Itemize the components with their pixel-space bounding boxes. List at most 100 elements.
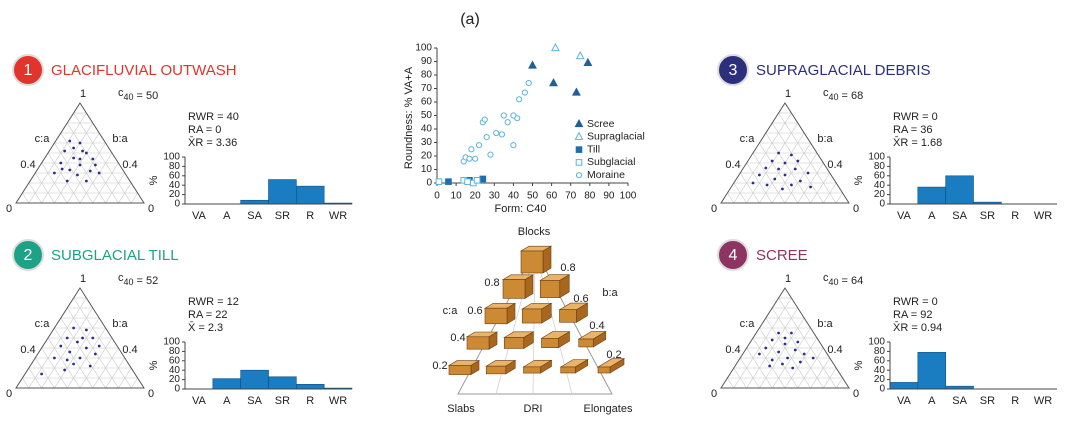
bar xyxy=(918,352,946,389)
stat-line: RWR = 40 xyxy=(188,111,239,123)
ternary-point xyxy=(94,353,97,356)
x-tick-label: R xyxy=(1011,210,1019,222)
diagram-left-axis: c:a xyxy=(443,305,459,317)
ternary-point xyxy=(809,186,812,189)
ternary-point xyxy=(89,365,92,368)
ternary-apex: 1 xyxy=(80,273,86,285)
ternary-point xyxy=(63,369,66,372)
point xyxy=(573,89,580,96)
c40-subscript: 40 xyxy=(829,92,839,102)
y-tick-label: 60 xyxy=(874,355,886,366)
stat-line: X̄ = 2.3 xyxy=(188,321,223,334)
x-tick-label: 40 xyxy=(508,191,520,202)
ternary-left-tick: 0.4 xyxy=(20,344,35,356)
point xyxy=(511,113,516,118)
bar xyxy=(241,370,269,389)
panel-number: 1 xyxy=(24,62,33,79)
stat-line: RA = 0 xyxy=(188,124,221,136)
block-front xyxy=(524,367,541,373)
point xyxy=(552,44,559,51)
ternary-point xyxy=(85,347,88,350)
ternary-apex: 1 xyxy=(785,273,791,285)
panel-title: GLACIFLUVIAL OUTWASH xyxy=(51,62,237,79)
y-axis-label: Roundness: % VA+A xyxy=(403,66,415,169)
ternary-apex: 1 xyxy=(785,88,791,100)
ternary-point xyxy=(781,188,784,191)
ternary-grid xyxy=(48,153,80,203)
ternary-grid xyxy=(22,193,28,203)
ternary-right-tick: 0.4 xyxy=(122,159,137,171)
point xyxy=(474,178,480,184)
ternary-left-label: c:a xyxy=(35,318,51,330)
bar xyxy=(269,377,297,389)
c40-subscript: 40 xyxy=(124,92,134,102)
x-tick-label: WR xyxy=(1034,210,1052,222)
x-tick-label: VA xyxy=(192,395,207,407)
stat-line: RWR = 12 xyxy=(188,296,239,308)
ternary-point xyxy=(794,349,797,352)
ternary-left-zero: 0 xyxy=(6,388,12,400)
panel-title: SUPRAGLACIAL DEBRIS xyxy=(756,62,931,79)
block-front xyxy=(561,367,576,373)
block-front xyxy=(521,251,543,273)
ternary-left-label: c:a xyxy=(35,133,51,145)
ternary-left-label: c:a xyxy=(740,133,756,145)
point xyxy=(529,62,536,69)
y-tick-label: 40 xyxy=(874,365,886,376)
point xyxy=(446,179,452,185)
ternary-point xyxy=(771,339,774,342)
point xyxy=(473,156,478,161)
y-tick-label: 80 xyxy=(421,70,433,81)
block-front xyxy=(522,309,542,323)
ternary-grid xyxy=(61,318,106,388)
y-tick-label: 10 xyxy=(421,164,433,175)
bar xyxy=(946,176,974,204)
point xyxy=(550,79,557,86)
point xyxy=(511,143,516,148)
bar xyxy=(918,187,946,204)
point xyxy=(505,120,510,125)
ternary-point xyxy=(81,337,84,340)
ternary-grid xyxy=(734,298,792,388)
c40-label: c40= 64 xyxy=(823,272,863,287)
ternary-grid xyxy=(131,193,137,203)
ternary-left-tick: 0.4 xyxy=(20,159,35,171)
ternary-grid xyxy=(753,338,785,388)
block-side xyxy=(543,246,551,273)
y-tick-label: 50 xyxy=(421,110,433,121)
ternary-point xyxy=(98,345,101,348)
block-front xyxy=(598,367,610,373)
legend-marker xyxy=(575,133,582,140)
ternary-apex: 1 xyxy=(80,88,86,100)
point xyxy=(526,81,531,86)
legend-marker xyxy=(576,160,582,166)
diagram-right-tick: 0.4 xyxy=(589,320,604,332)
stat-line: X̄R = 3.36 xyxy=(188,136,237,149)
ternary-right-label: b:a xyxy=(112,318,128,330)
stat-line: RWR = 0 xyxy=(893,111,938,123)
point xyxy=(488,152,493,157)
ternary-point xyxy=(79,142,82,145)
block-front xyxy=(579,339,594,347)
x-tick-label: R xyxy=(306,210,314,222)
ternary-right-tick: 0.4 xyxy=(827,344,842,356)
ternary-grid xyxy=(753,153,785,203)
ternary-grid xyxy=(727,378,733,388)
ternary-left-label: c:a xyxy=(740,318,756,330)
c40-subscript: 40 xyxy=(829,277,839,287)
x-tick-label: SA xyxy=(247,210,262,222)
block-front xyxy=(504,338,524,349)
y-tick-label: 30 xyxy=(421,137,433,148)
diagram-bottom-right: Elongates xyxy=(584,403,633,415)
legend-label: Moraine xyxy=(587,169,625,181)
y-tick-label: 80 xyxy=(169,346,181,357)
y-tick-label: 100 xyxy=(163,152,180,163)
ternary-right-zero: 0 xyxy=(853,388,859,400)
bar xyxy=(241,200,269,204)
ternary-point xyxy=(98,172,101,175)
x-tick-label: 50 xyxy=(527,191,539,202)
x-tick-label: SR xyxy=(980,210,995,222)
c40-subscript: 40 xyxy=(124,277,134,287)
x-tick-label: A xyxy=(928,395,936,407)
ternary-point xyxy=(768,365,771,368)
